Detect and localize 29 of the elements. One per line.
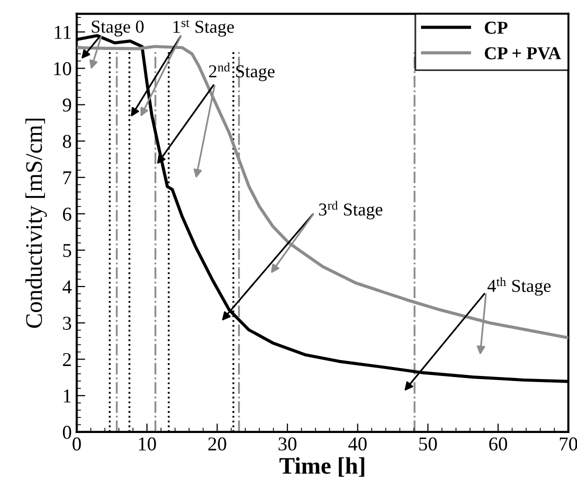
y-tick-label: 4 <box>62 280 72 294</box>
x-tick-label: 50 <box>419 437 437 451</box>
legend-label: CP + PVA <box>484 47 561 60</box>
y-tick-label: 3 <box>63 316 72 330</box>
y-axis-title: Conductivity [mS/cm] <box>25 118 47 328</box>
x-tick-label: 10 <box>138 437 156 451</box>
y-tick-label: 5 <box>63 244 72 258</box>
x-tick-label: 40 <box>348 437 367 451</box>
annotation: 2$^{nd}$ Stage <box>209 62 275 82</box>
y-tick-label: 2 <box>63 353 71 366</box>
y-tick-label: 0 <box>62 426 72 439</box>
y-tick-label: 8 <box>62 134 72 148</box>
annotation: 3$^{rd}$ Stage <box>319 200 382 220</box>
y-tick-label: 11 <box>54 26 71 39</box>
x-axis-title: Time [h] <box>280 457 364 477</box>
x-tick-label: 30 <box>278 437 296 451</box>
y-tick-label: 1 <box>64 390 71 402</box>
annotation: Stage 0 <box>92 20 144 37</box>
y-tick-label: 10 <box>54 62 72 76</box>
x-tick-label: 20 <box>208 437 226 451</box>
y-tick-label: 7 <box>63 171 72 184</box>
x-tick-label: 60 <box>489 437 508 451</box>
y-tick-label: 9 <box>62 98 72 112</box>
annotation: 4$^{th}$ Stage <box>487 277 551 296</box>
x-tick-label: 0 <box>72 437 81 451</box>
x-tick-label: 70 <box>560 437 577 451</box>
legend-label: CP <box>484 22 508 34</box>
y-tick-label: 6 <box>62 208 72 221</box>
annotation: 1$^{st}$ Stage <box>173 20 234 37</box>
